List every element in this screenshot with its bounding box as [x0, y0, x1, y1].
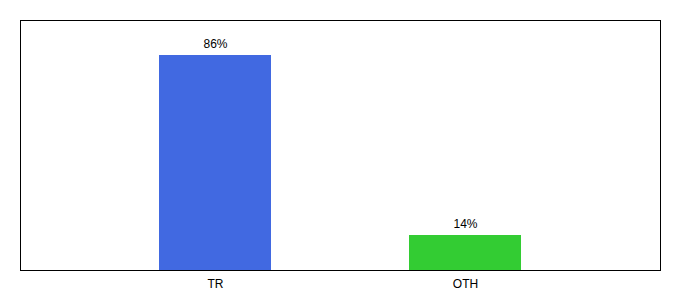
svg-text:TR: TR — [208, 277, 224, 291]
svg-text:86%: 86% — [203, 37, 227, 51]
svg-text:OTH: OTH — [453, 277, 478, 291]
svg-text:14%: 14% — [453, 217, 477, 231]
